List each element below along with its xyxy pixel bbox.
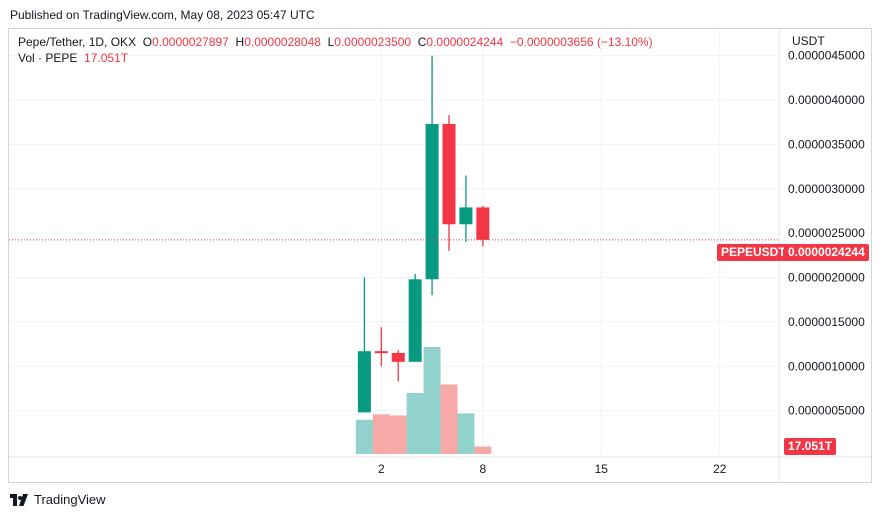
y-tick-label: 0.0000030000 <box>788 182 865 196</box>
volume-bar <box>423 347 441 454</box>
volume-bar <box>372 414 390 454</box>
published-caption: Published on TradingView.com, May 08, 20… <box>10 8 315 22</box>
volume-bar <box>457 413 475 454</box>
candle-body <box>374 351 388 354</box>
last-price-tag: 0.0000024244 <box>784 244 869 261</box>
volume-bar <box>406 393 424 454</box>
symbol-price-tag: PEPEUSDT <box>717 244 790 261</box>
chart-frame <box>8 28 872 483</box>
x-tick-label: 2 <box>378 462 385 476</box>
axis-unit-label[interactable]: USDT <box>792 34 825 48</box>
change-value: −0.0000003656 (−13.10%) <box>509 35 653 49</box>
open-value: 0.0000027897 <box>152 35 229 49</box>
close-value: 0.0000024244 <box>426 35 504 49</box>
low-label: L <box>327 35 335 49</box>
volume-bar <box>355 419 373 454</box>
volume-bar <box>474 446 492 454</box>
candle-body <box>408 279 422 362</box>
y-tick-label: 0.0000010000 <box>788 359 865 373</box>
y-tick-label: 0.0000045000 <box>788 49 865 63</box>
high-label: H <box>235 35 245 49</box>
candle-body <box>391 352 405 362</box>
candle-body <box>357 351 371 413</box>
volume-bar <box>389 415 407 454</box>
y-tick-label: 0.0000005000 <box>788 404 865 418</box>
chart-legend: Pepe/Tether, 1D, OKX O0.0000027897 H0.00… <box>18 34 653 66</box>
x-tick-label: 15 <box>595 462 609 476</box>
low-value: 0.0000023500 <box>334 35 412 49</box>
y-tick-label: 0.0000020000 <box>788 271 865 285</box>
volume-label[interactable]: Vol · PEPE <box>18 51 78 65</box>
x-tick-label: 8 <box>480 462 487 476</box>
volume-bar <box>440 384 458 454</box>
candle-body <box>425 123 439 280</box>
footer-brand[interactable]: TradingView <box>10 492 106 507</box>
y-tick-label: 0.0000015000 <box>788 315 865 329</box>
symbol-label[interactable]: Pepe/Tether, 1D, OKX <box>18 35 137 49</box>
open-label: O <box>142 35 153 49</box>
footer-brand-label: TradingView <box>34 492 106 507</box>
x-tick-label: 22 <box>713 462 727 476</box>
close-label: C <box>417 35 427 49</box>
candle-body <box>476 207 490 240</box>
tradingview-logo-icon <box>10 493 28 506</box>
y-tick-label: 0.0000025000 <box>788 226 865 240</box>
candle-body <box>459 207 473 225</box>
last-volume-tag: 17.051T <box>784 438 837 455</box>
candle-body <box>442 123 456 225</box>
volume-value: 17.051T <box>84 51 129 65</box>
y-tick-label: 0.0000040000 <box>788 93 865 107</box>
high-value: 0.0000028048 <box>244 35 321 49</box>
ohlc-row: Pepe/Tether, 1D, OKX O0.0000027897 H0.00… <box>18 34 653 50</box>
y-tick-label: 0.0000035000 <box>788 137 865 151</box>
volume-row: Vol · PEPE 17.051T <box>18 50 653 66</box>
